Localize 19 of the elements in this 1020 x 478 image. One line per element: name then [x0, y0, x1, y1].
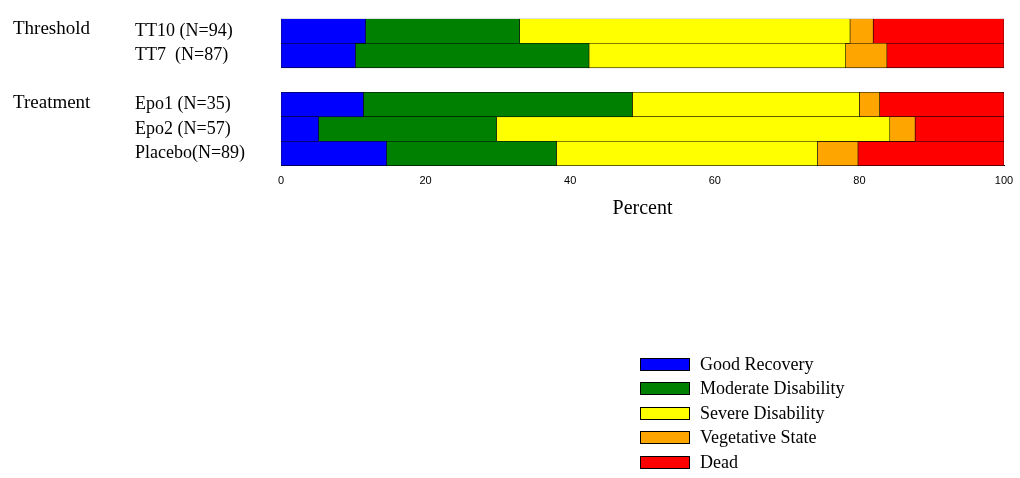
- x-tick-label: 0: [277, 174, 285, 187]
- y-tick-label: Epo2 (N=57): [135, 117, 231, 139]
- x-tick-label: 20: [419, 174, 432, 187]
- y-tick-label: TT7 (N=87): [135, 44, 229, 66]
- legend-label: Good Recovery: [700, 353, 814, 375]
- y-tick-label: Placebo(N=89): [135, 142, 246, 164]
- y-tick-label: TT10 (N=94): [135, 19, 233, 41]
- text: Treatment: [13, 90, 92, 112]
- legend-label: Moderate Disability: [700, 378, 845, 400]
- legend-label: Severe Disability: [700, 402, 825, 424]
- y-tick-label: Epo1 (N=35): [135, 93, 231, 115]
- x-tick-label: 80: [853, 174, 866, 187]
- x-tick-label: 60: [708, 174, 721, 187]
- x-tick-label: 100: [994, 174, 1014, 187]
- text: Threshold: [13, 17, 91, 39]
- x-axis-title: Percent: [612, 196, 673, 219]
- legend-label: Vegetative State: [700, 427, 817, 449]
- legend-label: Dead: [700, 451, 738, 473]
- x-tick-label: 40: [564, 174, 577, 187]
